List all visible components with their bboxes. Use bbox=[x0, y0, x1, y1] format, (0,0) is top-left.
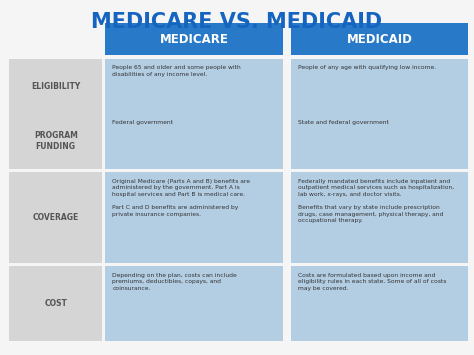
Text: Federal government: Federal government bbox=[112, 120, 173, 125]
Text: COST: COST bbox=[44, 299, 67, 308]
Text: State and federal government: State and federal government bbox=[298, 120, 389, 125]
FancyBboxPatch shape bbox=[9, 114, 102, 169]
FancyBboxPatch shape bbox=[105, 23, 283, 55]
FancyBboxPatch shape bbox=[9, 172, 102, 263]
Text: MEDICAID: MEDICAID bbox=[346, 33, 412, 45]
FancyBboxPatch shape bbox=[105, 266, 283, 341]
FancyBboxPatch shape bbox=[291, 114, 468, 169]
FancyBboxPatch shape bbox=[291, 266, 468, 341]
FancyBboxPatch shape bbox=[291, 23, 468, 55]
Text: Federally mandated benefits include inpatient and
outpatient medical services su: Federally mandated benefits include inpa… bbox=[298, 179, 454, 223]
Text: Original Medicare (Parts A and B) benefits are
administered by the government. P: Original Medicare (Parts A and B) benefi… bbox=[112, 179, 250, 217]
FancyBboxPatch shape bbox=[291, 59, 468, 114]
Text: ELIGIBILITY: ELIGIBILITY bbox=[31, 82, 80, 91]
Text: COVERAGE: COVERAGE bbox=[33, 213, 79, 222]
FancyBboxPatch shape bbox=[9, 59, 102, 114]
Text: Depending on the plan, costs can include
premiums, deductibles, copays, and
coin: Depending on the plan, costs can include… bbox=[112, 273, 237, 291]
FancyBboxPatch shape bbox=[9, 266, 102, 341]
Text: MEDICARE: MEDICARE bbox=[160, 33, 228, 45]
FancyBboxPatch shape bbox=[105, 172, 283, 263]
Text: Costs are formulated based upon income and
eligibility rules in each state. Some: Costs are formulated based upon income a… bbox=[298, 273, 446, 291]
Text: PROGRAM
FUNDING: PROGRAM FUNDING bbox=[34, 131, 78, 151]
FancyBboxPatch shape bbox=[105, 114, 283, 169]
Text: People 65 and older and some people with
disabilities of any income level.: People 65 and older and some people with… bbox=[112, 65, 241, 77]
FancyBboxPatch shape bbox=[291, 172, 468, 263]
FancyBboxPatch shape bbox=[105, 59, 283, 114]
Text: MEDICARE VS. MEDICAID: MEDICARE VS. MEDICAID bbox=[91, 12, 383, 32]
Text: People of any age with qualifying low income.: People of any age with qualifying low in… bbox=[298, 65, 436, 70]
